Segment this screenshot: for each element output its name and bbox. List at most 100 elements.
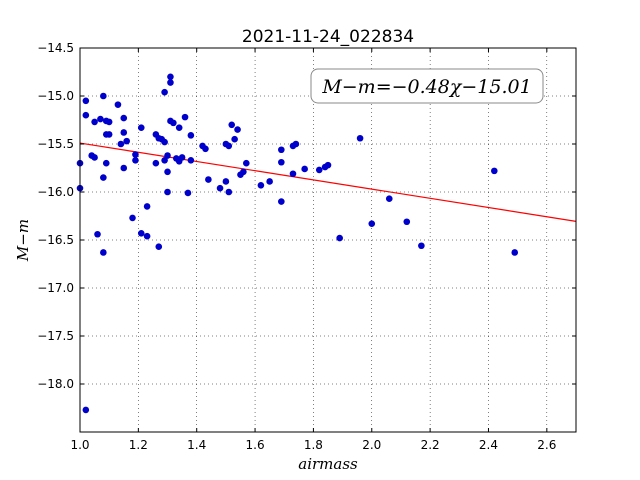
- data-point: [167, 79, 174, 86]
- data-point: [289, 170, 297, 178]
- data-point: [161, 138, 168, 146]
- data-points: [76, 73, 519, 414]
- data-point: [152, 159, 160, 167]
- data-point: [175, 124, 183, 131]
- x-tick-label: 1.6: [246, 438, 265, 452]
- fit-layer: [79, 142, 577, 222]
- axis-ticks: 1.0 1.2 1.4 1.6 1.8 2.0 2.2 2.4 2.6 −14.5 −15.0 −15…: [37, 41, 576, 452]
- x-tick-label: 2.4: [479, 438, 498, 452]
- data-point: [228, 121, 236, 129]
- data-point: [120, 129, 128, 136]
- data-point: [164, 188, 171, 196]
- data-point: [91, 154, 98, 161]
- fit-annotation: M−m=−0.48χ−15.01: [310, 68, 544, 104]
- x-tick-label: 1.0: [70, 438, 89, 452]
- data-point: [225, 188, 233, 196]
- data-point: [91, 118, 98, 126]
- data-point: [187, 157, 195, 164]
- y-tick-label: −14.5: [37, 41, 74, 55]
- data-point: [324, 161, 332, 169]
- y-tick-label: −18.0: [37, 377, 74, 391]
- y-tick-label: −17.5: [37, 329, 74, 343]
- data-point: [202, 145, 209, 153]
- data-point: [170, 119, 177, 127]
- data-point: [356, 134, 364, 142]
- data-point: [120, 164, 128, 172]
- data-point: [143, 232, 151, 240]
- data-point: [82, 406, 90, 414]
- data-point: [155, 243, 163, 251]
- fit-annotation-box: [310, 68, 544, 104]
- data-point: [94, 230, 101, 238]
- data-point: [205, 176, 212, 183]
- data-point: [105, 131, 113, 138]
- data-point: [336, 234, 343, 242]
- data-point: [278, 146, 285, 154]
- data-point: [184, 189, 192, 197]
- data-point: [368, 220, 376, 227]
- y-tick-label: −17.0: [37, 281, 74, 295]
- x-tick-label: 2.2: [421, 438, 440, 452]
- data-point: [167, 73, 174, 81]
- data-point: [216, 184, 224, 192]
- data-point: [234, 126, 241, 133]
- data-point: [511, 249, 519, 256]
- x-axis-label: airmass: [298, 455, 358, 473]
- data-point: [117, 140, 125, 148]
- data-point: [97, 115, 104, 123]
- data-point: [187, 132, 195, 139]
- data-point: [240, 168, 247, 176]
- data-point: [278, 198, 285, 205]
- x-tick-label: 1.8: [304, 438, 323, 452]
- data-point: [100, 92, 107, 100]
- data-point: [164, 168, 171, 176]
- data-point: [385, 195, 393, 203]
- data-point: [137, 124, 145, 131]
- data-point: [161, 157, 168, 164]
- data-point: [418, 242, 425, 250]
- data-point: [161, 88, 168, 96]
- data-point: [105, 118, 113, 126]
- data-point: [123, 137, 130, 145]
- data-point: [132, 151, 139, 158]
- data-point: [301, 165, 308, 173]
- fit-annotation-text: M−m=−0.48χ−15.01: [321, 76, 531, 98]
- data-point: [278, 158, 285, 166]
- x-tick-label: 2.6: [537, 438, 556, 452]
- data-point: [137, 229, 145, 237]
- y-tick-label: −16.0: [37, 185, 74, 199]
- data-point: [181, 113, 189, 121]
- x-tick-label: 2.0: [362, 438, 381, 452]
- data-point: [231, 135, 238, 143]
- data-point: [403, 218, 411, 226]
- data-point: [491, 167, 498, 175]
- data-point: [164, 152, 171, 159]
- data-point: [100, 249, 107, 256]
- data-point: [222, 178, 230, 185]
- data-point: [143, 203, 151, 210]
- data-point: [243, 159, 250, 167]
- fit-line: [79, 142, 577, 222]
- x-tick-label: 1.2: [129, 438, 148, 452]
- data-point: [102, 159, 110, 167]
- y-tick-label: −15.5: [37, 137, 74, 151]
- y-tick-label: −15.0: [37, 89, 74, 103]
- data-point: [292, 140, 300, 148]
- data-point: [114, 101, 122, 108]
- data-point: [100, 174, 107, 181]
- data-point: [132, 157, 139, 164]
- data-point: [82, 97, 90, 105]
- data-point: [266, 178, 273, 185]
- chart-title: 2021-11-24_022834: [242, 27, 414, 47]
- data-point: [225, 142, 233, 150]
- data-point: [178, 154, 186, 161]
- data-point: [257, 181, 265, 189]
- y-axis-label: M−m: [14, 219, 32, 262]
- y-tick-label: −16.5: [37, 233, 74, 247]
- x-tick-label: 1.4: [187, 438, 206, 452]
- data-point: [120, 114, 128, 122]
- data-point: [129, 214, 136, 222]
- data-point: [315, 166, 323, 174]
- data-point: [82, 111, 90, 119]
